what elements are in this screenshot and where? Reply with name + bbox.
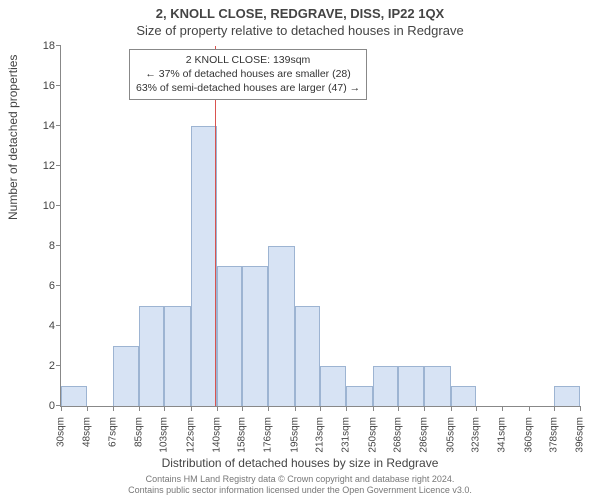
x-tick-mark xyxy=(191,406,192,411)
histogram-bar xyxy=(320,366,346,406)
x-tick-mark xyxy=(320,406,321,411)
y-tick-mark xyxy=(56,85,61,86)
histogram-bar xyxy=(61,386,87,406)
x-tick-label: 158sqm xyxy=(237,413,248,453)
x-tick-label: 396sqm xyxy=(574,413,585,453)
histogram-bar xyxy=(139,306,165,406)
chart-footer: Contains HM Land Registry data © Crown c… xyxy=(0,474,600,497)
legend-line2: ← 37% of detached houses are smaller (28… xyxy=(136,67,360,81)
reference-line xyxy=(215,46,216,406)
bars-container xyxy=(61,46,581,406)
histogram-bar xyxy=(373,366,399,406)
x-tick-mark xyxy=(424,406,425,411)
x-tick-label: 323sqm xyxy=(471,413,482,453)
x-tick-label: 103sqm xyxy=(159,413,170,453)
x-tick-mark xyxy=(580,406,581,411)
y-tick-label: 18 xyxy=(25,40,61,52)
chart-title-line1: 2, KNOLL CLOSE, REDGRAVE, DISS, IP22 1QX xyxy=(0,0,600,21)
histogram-bar xyxy=(295,306,321,406)
x-tick-label: 48sqm xyxy=(81,413,92,447)
histogram-bar xyxy=(268,246,295,406)
x-tick-mark xyxy=(87,406,88,411)
x-tick-mark xyxy=(164,406,165,411)
histogram-bar xyxy=(451,386,477,406)
x-tick-mark xyxy=(242,406,243,411)
y-tick-label: 10 xyxy=(25,200,61,212)
x-tick-mark xyxy=(529,406,530,411)
y-tick-label: 6 xyxy=(25,280,61,292)
y-tick-label: 14 xyxy=(25,120,61,132)
x-tick-label: 195sqm xyxy=(289,413,300,453)
x-tick-mark xyxy=(398,406,399,411)
x-tick-mark xyxy=(268,406,269,411)
y-tick-label: 12 xyxy=(25,160,61,172)
footer-line2: Contains public sector information licen… xyxy=(0,485,600,496)
histogram-bar xyxy=(398,366,424,406)
x-tick-label: 140sqm xyxy=(211,413,222,453)
y-tick-mark xyxy=(56,45,61,46)
x-tick-label: 176sqm xyxy=(262,413,273,453)
histogram-bar xyxy=(217,266,243,406)
histogram-chart: 2, KNOLL CLOSE, REDGRAVE, DISS, IP22 1QX… xyxy=(0,0,600,500)
x-tick-mark xyxy=(554,406,555,411)
y-tick-mark xyxy=(56,325,61,326)
legend-line1: 2 KNOLL CLOSE: 139sqm xyxy=(136,53,360,67)
y-tick-mark xyxy=(56,205,61,206)
x-tick-mark xyxy=(346,406,347,411)
x-tick-mark xyxy=(451,406,452,411)
histogram-bar xyxy=(554,386,580,406)
x-tick-mark xyxy=(113,406,114,411)
legend-box: 2 KNOLL CLOSE: 139sqm ← 37% of detached … xyxy=(129,49,367,100)
y-tick-label: 2 xyxy=(25,360,61,372)
chart-title-line2: Size of property relative to detached ho… xyxy=(0,21,600,38)
y-tick-label: 16 xyxy=(25,80,61,92)
y-tick-mark xyxy=(56,125,61,126)
x-tick-mark xyxy=(373,406,374,411)
x-tick-label: 360sqm xyxy=(523,413,534,453)
x-tick-label: 268sqm xyxy=(393,413,404,453)
x-tick-label: 67sqm xyxy=(108,413,119,447)
footer-line1: Contains HM Land Registry data © Crown c… xyxy=(0,474,600,485)
histogram-bar xyxy=(242,266,268,406)
x-tick-label: 85sqm xyxy=(133,413,144,447)
x-tick-label: 231sqm xyxy=(340,413,351,453)
x-tick-label: 250sqm xyxy=(367,413,378,453)
histogram-bar xyxy=(113,346,139,406)
y-tick-label: 4 xyxy=(25,320,61,332)
x-tick-label: 286sqm xyxy=(418,413,429,453)
x-axis-label: Distribution of detached houses by size … xyxy=(0,456,600,470)
x-tick-mark xyxy=(295,406,296,411)
x-tick-mark xyxy=(139,406,140,411)
x-tick-mark xyxy=(502,406,503,411)
histogram-bar xyxy=(191,126,217,406)
x-tick-label: 378sqm xyxy=(549,413,560,453)
y-tick-label: 8 xyxy=(25,240,61,252)
y-tick-mark xyxy=(56,165,61,166)
x-tick-label: 305sqm xyxy=(445,413,456,453)
x-tick-mark xyxy=(217,406,218,411)
x-tick-label: 213sqm xyxy=(315,413,326,453)
legend-line3: 63% of semi-detached houses are larger (… xyxy=(136,81,360,95)
histogram-bar xyxy=(424,366,451,406)
y-tick-mark xyxy=(56,245,61,246)
y-tick-mark xyxy=(56,365,61,366)
x-tick-label: 30sqm xyxy=(56,413,67,447)
x-tick-label: 341sqm xyxy=(496,413,507,453)
y-tick-label: 0 xyxy=(25,400,61,412)
x-tick-label: 122sqm xyxy=(186,413,197,453)
x-tick-mark xyxy=(61,406,62,411)
x-tick-mark xyxy=(476,406,477,411)
plot-area: 2 KNOLL CLOSE: 139sqm ← 37% of detached … xyxy=(60,46,581,407)
y-tick-mark xyxy=(56,285,61,286)
histogram-bar xyxy=(346,386,373,406)
y-axis-label: Number of detached properties xyxy=(6,55,20,220)
histogram-bar xyxy=(164,306,191,406)
